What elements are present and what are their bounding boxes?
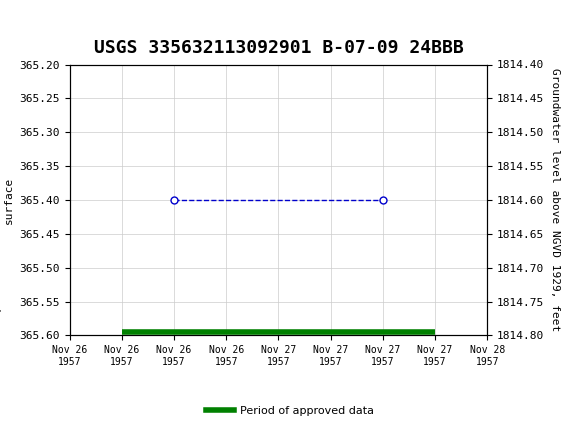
Legend: Period of approved data: Period of approved data — [202, 401, 378, 420]
Text: ≡: ≡ — [2, 11, 23, 34]
Text: ≡USGS: ≡USGS — [3, 12, 70, 33]
Y-axis label: Groundwater level above NGVD 1929, feet: Groundwater level above NGVD 1929, feet — [550, 68, 560, 332]
Y-axis label: Depth to water level, feet below land
surface: Depth to water level, feet below land su… — [0, 75, 14, 325]
Title: USGS 335632113092901 B-07-09 24BBB: USGS 335632113092901 B-07-09 24BBB — [93, 40, 463, 57]
